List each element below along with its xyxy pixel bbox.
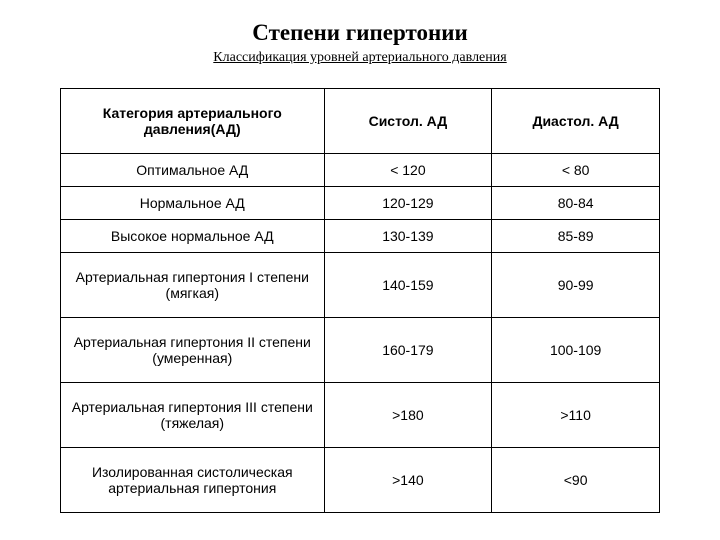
table-row: Оптимальное АД < 120 < 80 [61,154,660,187]
table-row: Артериальная гипертония II степени (умер… [61,318,660,383]
cell-category: Высокое нормальное АД [61,220,325,253]
cell-systolic: >180 [324,383,492,448]
table-row: Нормальное АД 120-129 80-84 [61,187,660,220]
col-header-systolic: Систол. АД [324,89,492,154]
col-header-diastolic: Диастол. АД [492,89,660,154]
cell-systolic: >140 [324,448,492,513]
cell-category: Артериальная гипертония II степени (умер… [61,318,325,383]
table-body: Оптимальное АД < 120 < 80 Нормальное АД … [61,154,660,513]
cell-category: Нормальное АД [61,187,325,220]
table-row: Высокое нормальное АД 130-139 85-89 [61,220,660,253]
cell-systolic: 130-139 [324,220,492,253]
cell-category: Изолированная систолическая артериальная… [61,448,325,513]
cell-systolic: 140-159 [324,253,492,318]
cell-diastolic: <90 [492,448,660,513]
cell-systolic: < 120 [324,154,492,187]
bp-classification-table: Категория артериального давления(АД) Сис… [60,88,660,513]
page-title: Степени гипертонии [60,20,660,46]
cell-category: Оптимальное АД [61,154,325,187]
page-subtitle: Классификация уровней артериального давл… [60,50,660,66]
cell-category: Артериальная гипертония III степени (тяж… [61,383,325,448]
col-header-category: Категория артериального давления(АД) [61,89,325,154]
cell-diastolic: 90-99 [492,253,660,318]
table-row: Изолированная систолическая артериальная… [61,448,660,513]
cell-category: Артериальная гипертония I степени (мягка… [61,253,325,318]
cell-diastolic: 85-89 [492,220,660,253]
cell-diastolic: >110 [492,383,660,448]
table-row: Артериальная гипертония III степени (тяж… [61,383,660,448]
cell-diastolic: < 80 [492,154,660,187]
cell-diastolic: 100-109 [492,318,660,383]
cell-diastolic: 80-84 [492,187,660,220]
cell-systolic: 160-179 [324,318,492,383]
table-row: Артериальная гипертония I степени (мягка… [61,253,660,318]
cell-systolic: 120-129 [324,187,492,220]
table-header-row: Категория артериального давления(АД) Сис… [61,89,660,154]
